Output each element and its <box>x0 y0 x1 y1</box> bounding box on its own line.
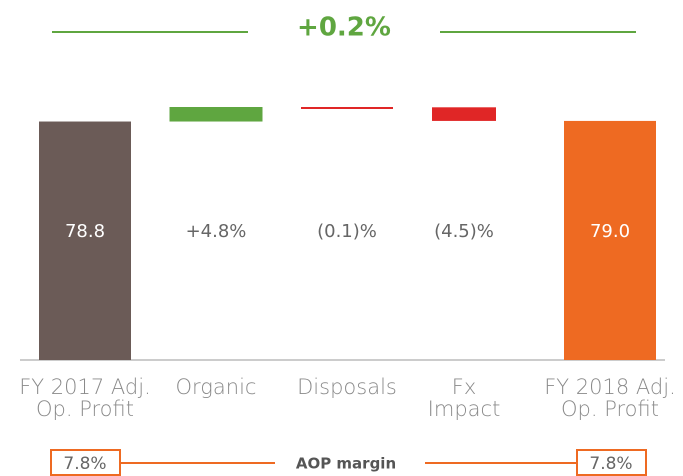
bar <box>169 107 263 122</box>
value-label: +4.8% <box>186 221 247 242</box>
x-tick-label: FY 2018 Adj. Op. Profit <box>544 375 676 421</box>
margin-left: 7.8% <box>63 454 106 474</box>
x-tick-label: Disposals <box>297 375 397 399</box>
bar <box>564 120 656 360</box>
bar <box>432 107 496 121</box>
x-tick-label: Organic <box>175 375 257 399</box>
value-label: 78.8 <box>65 221 105 242</box>
bar <box>39 121 131 361</box>
margin-right: 7.8% <box>589 454 632 474</box>
margin-box <box>576 449 647 476</box>
value-label: (4.5)% <box>434 221 494 242</box>
margin-label: AOP margin <box>296 455 396 473</box>
x-tick-label: Fx Impact <box>427 375 501 421</box>
value-label: (0.1)% <box>317 221 377 242</box>
x-tick-label: FY 2017 Adj. Op. Profit <box>19 375 151 421</box>
chart-title: +0.2% <box>297 13 391 43</box>
value-label: 79.0 <box>590 221 630 242</box>
bar <box>301 107 393 109</box>
